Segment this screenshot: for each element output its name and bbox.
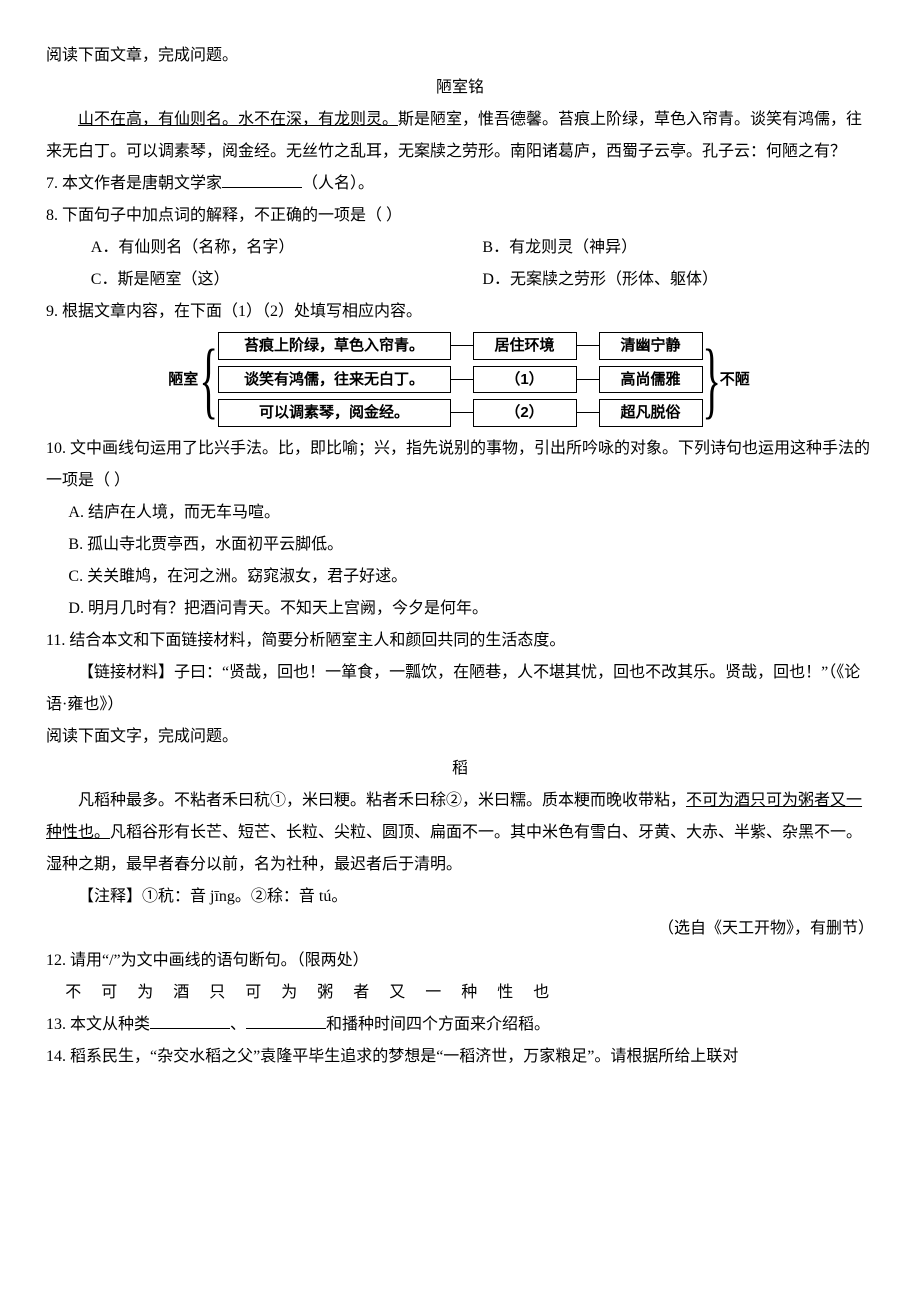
q12-stem: 12. 请用“/”为文中画线的语句断句。（限两处） bbox=[46, 945, 874, 977]
diagram-right-label: 不陋 bbox=[720, 370, 752, 390]
q10-stem: 10. 文中画线句运用了比兴手法。比，即比喻；兴，指先说别的事物，引出所吟咏的对… bbox=[46, 433, 874, 497]
q13-blank-2[interactable] bbox=[246, 1010, 326, 1029]
q11-stem: 11. 结合本文和下面链接材料，简要分析陋室主人和颜回共同的生活态度。 bbox=[46, 625, 874, 657]
q9-blank-2[interactable]: （2） bbox=[473, 399, 577, 427]
passage2-body: 凡稻种最多。不粘者禾曰秔①，米曰粳。粘者禾曰稌②，米曰糯。质本粳而晚收带粘，不可… bbox=[46, 785, 874, 881]
q11-link-material: 【链接材料】子曰：“贤哉，回也！一箪食，一瓢饮，在陋巷，人不堪其忧，回也不改其乐… bbox=[46, 657, 874, 721]
passage2-intro: 阅读下面文字，完成问题。 bbox=[46, 721, 874, 753]
q13: 13. 本文从种类、和播种时间四个方面来介绍稻。 bbox=[46, 1009, 874, 1041]
diagram-rows: 苔痕上阶绿，草色入帘青。 居住环境 清幽宁静 谈笑有鸿儒，往来无白丁。 （1） … bbox=[218, 332, 703, 427]
q9-diagram: 陋室 { 苔痕上阶绿，草色入帘青。 居住环境 清幽宁静 谈笑有鸿儒，往来无白丁。… bbox=[46, 332, 874, 427]
diagram-row-3: 可以调素琴，阅金经。 （2） 超凡脱俗 bbox=[218, 399, 703, 427]
q9-stem: 9. 根据文章内容，在下面（1）（2）处填写相应内容。 bbox=[46, 296, 874, 328]
passage2-notes: 【注释】①秔：音 jīng。②稌：音 tú。 bbox=[46, 881, 874, 913]
q10-opt-d[interactable]: D. 明月几时有？把酒问青天。不知天上宫阙，今夕是何年。 bbox=[46, 593, 896, 625]
q10-opt-a[interactable]: A. 结庐在人境，而无车马喧。 bbox=[46, 497, 896, 529]
q8-opt-c[interactable]: C．斯是陋室（这） bbox=[91, 264, 483, 296]
q8-opt-d[interactable]: D．无案牍之劳形（形体、躯体） bbox=[482, 264, 874, 296]
diagram-row-2: 谈笑有鸿儒，往来无白丁。 （1） 高尚儒雅 bbox=[218, 366, 703, 394]
passage1-intro: 阅读下面文章，完成问题。 bbox=[46, 40, 874, 72]
q13-blank-1[interactable] bbox=[150, 1010, 230, 1029]
q7: 7. 本文作者是唐朝文学家（人名）。 bbox=[46, 168, 874, 200]
q8-opt-a[interactable]: A．有仙则名（名称，名字） bbox=[91, 232, 483, 264]
passage1-title: 陋室铭 bbox=[46, 72, 874, 104]
q10-opt-c[interactable]: C. 关关雎鸠，在河之洲。窈窕淑女，君子好逑。 bbox=[46, 561, 896, 593]
diagram-row-1: 苔痕上阶绿，草色入帘青。 居住环境 清幽宁静 bbox=[218, 332, 703, 360]
left-brace-icon: { bbox=[200, 339, 219, 419]
passage1-body: 山不在高，有仙则名。水不在深，有龙则灵。斯是陋室，惟吾德馨。苔痕上阶绿，草色入帘… bbox=[46, 104, 874, 168]
q8-options: A．有仙则名（名称，名字） B．有龙则灵（神异） C．斯是陋室（这） D．无案牍… bbox=[46, 232, 874, 296]
passage2-source: （选自《天工开物》，有删节） bbox=[46, 913, 874, 945]
q8-stem: 8. 下面句子中加点词的解释，不正确的一项是（ ） bbox=[46, 200, 874, 232]
q9-blank-1[interactable]: （1） bbox=[473, 366, 577, 394]
q12-sentence[interactable]: 不 可 为 酒 只 可 为 粥 者 又 一 种 性 也 bbox=[46, 977, 874, 1009]
right-brace-icon: } bbox=[702, 339, 721, 419]
passage2-title: 稻 bbox=[46, 753, 874, 785]
diagram-left-label: 陋室 bbox=[168, 370, 200, 390]
q7-blank[interactable] bbox=[222, 169, 302, 188]
q10-opt-b[interactable]: B. 孤山寺北贾亭西，水面初平云脚低。 bbox=[46, 529, 896, 561]
q14-stem: 14. 稻系民生，“杂交水稻之父”袁隆平毕生追求的梦想是“一稻济世，万家粮足”。… bbox=[46, 1041, 874, 1073]
passage1-underlined: 山不在高，有仙则名。水不在深，有龙则灵。 bbox=[78, 111, 398, 128]
q8-opt-b[interactable]: B．有龙则灵（神异） bbox=[482, 232, 874, 264]
